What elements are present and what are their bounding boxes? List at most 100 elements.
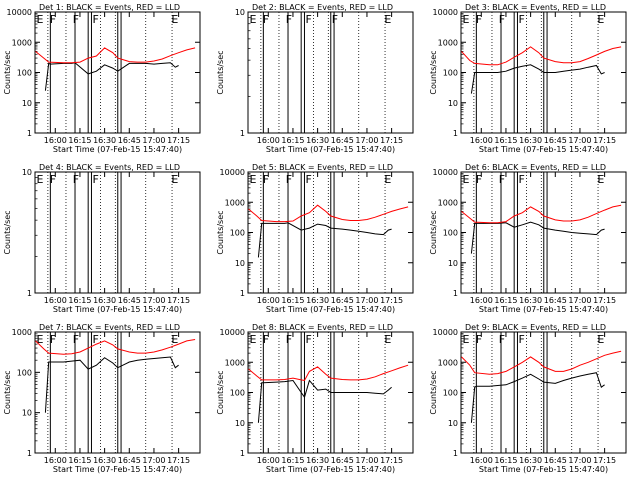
flag-label: F bbox=[518, 13, 524, 26]
x-tick-label: 16:00 bbox=[470, 296, 493, 305]
y-tick-label: 100 bbox=[230, 229, 245, 238]
y-axis-label: Counts/sec bbox=[216, 370, 225, 414]
panel-title: Det 6: BLACK = Events, RED = LLD bbox=[465, 163, 606, 172]
x-tick-label: 17:00 bbox=[568, 296, 591, 305]
flag-label: F bbox=[305, 173, 311, 186]
panel-title: Det 5: BLACK = Events, RED = LLD bbox=[252, 163, 393, 172]
panel-title: Det 3: BLACK = Events, RED = LLD bbox=[465, 3, 606, 12]
flag-label: F bbox=[518, 173, 524, 186]
y-tick-label: 10 bbox=[448, 419, 458, 428]
y-tick-label: 1000 bbox=[12, 328, 32, 337]
flag-label: E bbox=[171, 13, 178, 26]
x-tick-label: 17:00 bbox=[355, 136, 378, 145]
flag-label: E bbox=[463, 173, 470, 186]
x-tick-label: 16:00 bbox=[470, 136, 493, 145]
flag-label: F bbox=[499, 13, 505, 26]
x-tick-label: 17:00 bbox=[568, 456, 591, 465]
panel-det-9: Det 9: BLACK = Events, RED = LLD 1 10 100 10… bbox=[429, 323, 627, 474]
flag-label: E bbox=[384, 333, 391, 346]
flag-label: F bbox=[305, 333, 311, 346]
x-tick-label: 16:00 bbox=[44, 136, 67, 145]
flag-label: F bbox=[73, 173, 79, 186]
y-axis-label: Counts/sec bbox=[429, 210, 438, 254]
flag-label: E bbox=[463, 13, 470, 26]
panel-title: Det 1: BLACK = Events, RED = LLD bbox=[39, 3, 180, 12]
x-tick-label: 16:15 bbox=[281, 456, 304, 465]
x-tick-label: 17:15 bbox=[593, 296, 616, 305]
x-tick-label: 16:30 bbox=[306, 296, 329, 305]
flag-label: F bbox=[263, 173, 269, 186]
y-tick-label: 10 bbox=[22, 99, 32, 108]
x-tick-label: 16:00 bbox=[257, 456, 280, 465]
flag-label: F bbox=[92, 173, 98, 186]
x-tick-label: 17:00 bbox=[355, 456, 378, 465]
series-events-line bbox=[470, 64, 605, 94]
y-tick-label: 1000 bbox=[225, 198, 245, 207]
series-events-line bbox=[470, 221, 605, 254]
x-tick-label: 17:15 bbox=[593, 456, 616, 465]
x-tick-label: 16:15 bbox=[494, 296, 517, 305]
flag-label: F bbox=[92, 13, 98, 26]
x-tick-label: 16:15 bbox=[68, 296, 91, 305]
y-tick-label: 100 bbox=[230, 389, 245, 398]
x-axis-label: Start Time (07-Feb-15 15:47:40) bbox=[266, 145, 395, 154]
x-tick-label: 17:15 bbox=[380, 296, 403, 305]
x-tick-label: 16:45 bbox=[118, 296, 141, 305]
x-tick-label: 17:00 bbox=[142, 296, 165, 305]
flag-label: F bbox=[263, 13, 269, 26]
x-tick-label: 16:45 bbox=[544, 136, 567, 145]
series-events-line bbox=[470, 372, 605, 423]
series-lld-line bbox=[461, 204, 622, 224]
panel-det-6: Det 6: BLACK = Events, RED = LLD 1 10 100 10… bbox=[429, 163, 627, 314]
x-axis-label: Start Time (07-Feb-15 15:47:40) bbox=[266, 465, 395, 474]
series-lld-line bbox=[35, 47, 196, 64]
panel-det-7: Det 7: BLACK = Events, RED = LLD 1 10 100 10… bbox=[3, 323, 201, 474]
flag-label: F bbox=[476, 173, 482, 186]
panel-det-8: Det 8: BLACK = Events, RED = LLD 1 10 100 10… bbox=[216, 323, 414, 474]
y-tick-label: 100 bbox=[17, 368, 32, 377]
y-tick-label: 1 bbox=[240, 289, 245, 298]
y-tick-label: 1000 bbox=[12, 38, 32, 47]
series-events-line bbox=[44, 62, 179, 91]
x-tick-label: 16:30 bbox=[519, 456, 542, 465]
y-tick-label: 10000 bbox=[433, 328, 458, 337]
y-tick-label: 10000 bbox=[7, 8, 32, 17]
x-tick-label: 16:15 bbox=[68, 136, 91, 145]
flag-label: F bbox=[499, 333, 505, 346]
x-tick-label: 17:15 bbox=[167, 296, 190, 305]
x-tick-label: 16:30 bbox=[306, 136, 329, 145]
y-tick-label: 100 bbox=[443, 389, 458, 398]
flag-label: F bbox=[263, 333, 269, 346]
x-tick-label: 17:15 bbox=[380, 136, 403, 145]
x-tick-label: 16:30 bbox=[93, 456, 116, 465]
x-tick-label: 17:15 bbox=[167, 136, 190, 145]
y-tick-label: 10 bbox=[448, 259, 458, 268]
y-tick-label: 1000 bbox=[225, 358, 245, 367]
y-axis-label: Counts/sec bbox=[429, 370, 438, 414]
x-tick-label: 16:00 bbox=[257, 136, 280, 145]
y-tick-label: 10 bbox=[235, 8, 245, 17]
y-tick-label: 1 bbox=[240, 129, 245, 138]
y-tick-label: 100 bbox=[443, 229, 458, 238]
flag-label: F bbox=[50, 333, 56, 346]
y-axis-label: Counts/sec bbox=[429, 50, 438, 94]
series-events-line bbox=[257, 222, 392, 258]
y-axis-label: Counts/sec bbox=[216, 50, 225, 94]
flag-label: F bbox=[286, 333, 292, 346]
x-tick-label: 17:00 bbox=[142, 456, 165, 465]
x-axis-label: Start Time (07-Feb-15 15:47:40) bbox=[479, 465, 608, 474]
x-tick-label: 16:45 bbox=[331, 136, 354, 145]
y-tick-label: 10 bbox=[448, 99, 458, 108]
x-tick-label: 17:00 bbox=[142, 136, 165, 145]
x-tick-label: 16:00 bbox=[470, 456, 493, 465]
flag-label: F bbox=[499, 173, 505, 186]
y-tick-label: 10000 bbox=[433, 168, 458, 177]
y-tick-label: 1 bbox=[27, 289, 32, 298]
series-lld-line bbox=[461, 46, 622, 66]
series-events-line bbox=[44, 356, 179, 413]
flag-label: F bbox=[73, 333, 79, 346]
y-tick-label: 10000 bbox=[220, 168, 245, 177]
series-lld-line bbox=[461, 350, 622, 375]
flag-label: E bbox=[250, 13, 257, 26]
